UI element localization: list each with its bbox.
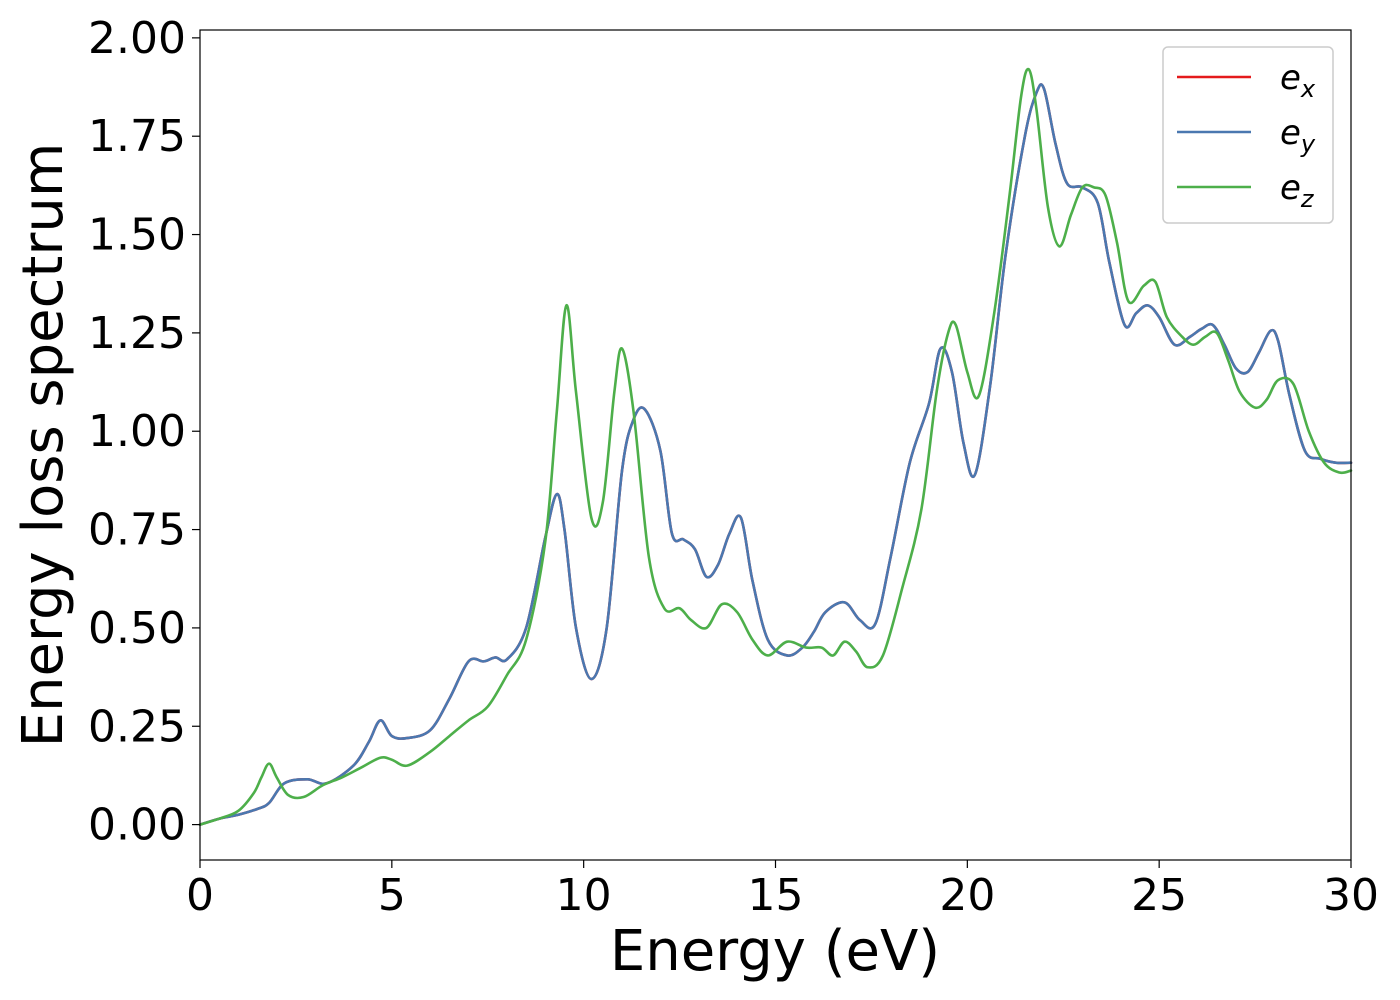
legend-label-x: ex (1280, 58, 1316, 103)
x-tick-label: 15 (748, 870, 804, 921)
y-tick-label: 1.00 (88, 406, 186, 457)
y-tick-label: 0.00 (88, 800, 186, 851)
series-line-z (198, 67, 1353, 826)
x-tick-label: 5 (378, 870, 406, 921)
x-tick-label: 0 (186, 870, 214, 921)
x-tick-label: 20 (939, 870, 995, 921)
x-tick-label: 25 (1131, 870, 1187, 921)
y-tick-label: 0.25 (88, 701, 186, 752)
series-layer (198, 67, 1353, 826)
y-tick-label: 1.50 (88, 210, 186, 261)
y-tick-label: 0.50 (88, 603, 186, 654)
y-tick-label: 2.00 (88, 13, 186, 64)
y-tick-label: 0.75 (88, 505, 186, 556)
ticks-layer: 0 5 10 15 20 25 30 0.00 0.25 0.50 0.75 1.00 1.25 1.50… (88, 13, 1379, 921)
series-line-y (198, 83, 1353, 826)
legend-box (1162, 46, 1334, 224)
x-axis-label: Energy (eV) (610, 919, 940, 984)
x-tick-label: 10 (556, 870, 612, 921)
y-tick-label: 1.75 (88, 111, 186, 162)
y-tick-label: 1.25 (88, 308, 186, 359)
x-tick-label: 30 (1323, 870, 1379, 921)
y-axis-label: Energy loss spectrum (11, 143, 76, 748)
